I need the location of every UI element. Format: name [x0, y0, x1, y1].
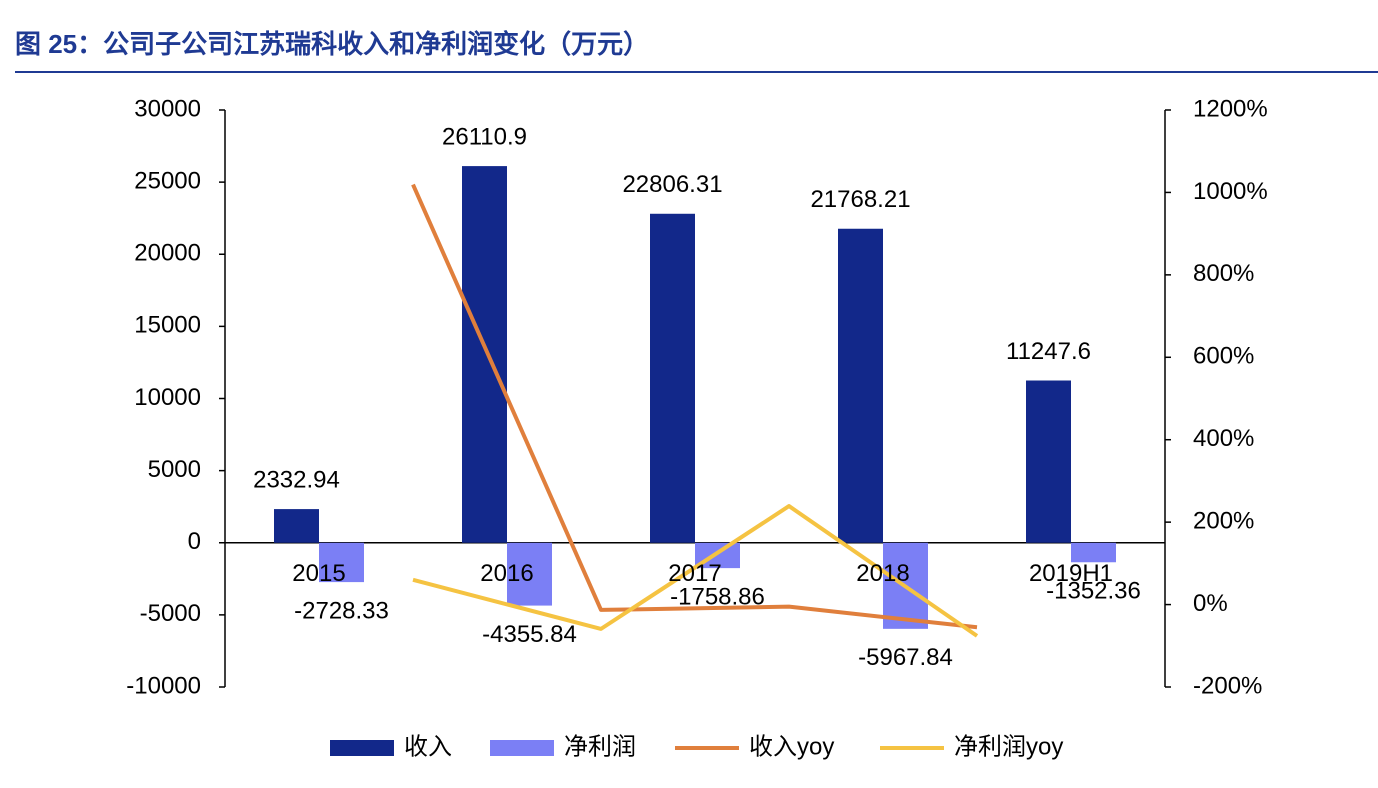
bar — [507, 542, 552, 606]
data-label: -1352.36 — [1046, 578, 1141, 605]
x-tick-label: 2019H1 — [1029, 560, 1113, 587]
bar — [319, 542, 364, 583]
y2-tick-label: 400% — [1193, 425, 1254, 452]
y2-tick-label: 0% — [1193, 590, 1228, 617]
data-label: 26110.9 — [442, 123, 527, 150]
y2-tick-label: 600% — [1193, 343, 1254, 370]
line — [411, 183, 978, 630]
legend-label: 收入yoy — [749, 733, 834, 760]
y2-tick-label: 1200% — [1193, 95, 1268, 122]
legend-swatch — [490, 740, 554, 756]
legend-label: 收入 — [404, 733, 452, 760]
y-tick-label: 25000 — [134, 167, 201, 194]
y-tick-label: 30000 — [134, 95, 201, 122]
y2-tick-label: -200% — [1193, 672, 1262, 699]
y-tick-label: 20000 — [134, 240, 201, 267]
y-tick-label: -10000 — [126, 672, 201, 699]
y-tick-label: 0 — [188, 528, 201, 555]
bar — [462, 166, 507, 543]
x-tick-label: 2018 — [856, 560, 909, 587]
y2-tick-label: 800% — [1193, 260, 1254, 287]
legend-label: 净利润yoy — [954, 733, 1063, 760]
legend-label: 净利润 — [564, 733, 636, 760]
bar — [1071, 542, 1116, 563]
y-tick-label: -5000 — [140, 600, 201, 627]
y-tick-label: 15000 — [134, 312, 201, 339]
data-label: 21768.21 — [810, 186, 910, 213]
data-label: 11247.6 — [1006, 338, 1091, 365]
legend-swatch — [330, 740, 394, 756]
bar — [1026, 380, 1071, 543]
chart-title: 图 25：公司子公司江苏瑞科收入和净利润变化（万元） — [15, 29, 649, 59]
bar — [838, 228, 883, 543]
line — [412, 504, 979, 638]
data-label: 22806.31 — [622, 171, 722, 198]
y2-tick-label: 200% — [1193, 507, 1254, 534]
x-tick-label: 2015 — [292, 560, 345, 587]
y2-tick-label: 1000% — [1193, 178, 1268, 205]
x-tick-label: 2017 — [668, 560, 721, 587]
data-label: -4355.84 — [482, 621, 577, 648]
bar — [274, 509, 319, 543]
y-tick-label: 10000 — [134, 384, 201, 411]
bar — [650, 213, 695, 543]
x-tick-label: 2016 — [480, 560, 533, 587]
data-label: -5967.84 — [858, 644, 953, 671]
y-tick-label: 5000 — [148, 456, 201, 483]
data-label: -2728.33 — [294, 597, 389, 624]
data-label: 2332.94 — [253, 466, 340, 493]
